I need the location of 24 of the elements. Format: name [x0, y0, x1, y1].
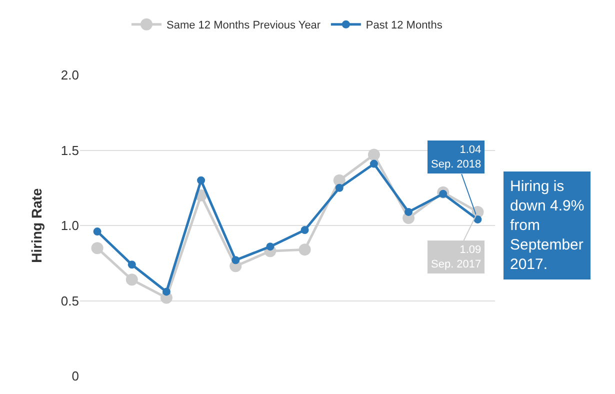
point — [126, 274, 138, 286]
y-tick-label: 1.0 — [60, 218, 79, 234]
point — [197, 176, 206, 184]
point — [162, 288, 170, 296]
point — [93, 228, 102, 236]
point — [91, 242, 104, 254]
y-tick-label: 0.5 — [60, 293, 79, 308]
y-tick-label: 0 — [72, 368, 79, 384]
legend-label: Same 12 Months Previous Year — [166, 20, 321, 32]
point — [300, 226, 309, 234]
annotation: 1.04 Sep. 2018 — [431, 144, 482, 170]
point — [298, 244, 311, 256]
legend-label: Past 12 Months — [366, 20, 443, 32]
point — [128, 260, 136, 269]
text: Hiring is down 4.9% from September 2017. — [510, 178, 584, 273]
y-axis-title: Hiring Rate — [28, 188, 45, 263]
point — [404, 208, 413, 216]
y-tick-label: 1.5 — [60, 142, 79, 158]
point — [335, 184, 344, 192]
point — [266, 242, 274, 251]
point — [368, 148, 380, 161]
point — [370, 160, 378, 168]
y-tick-label: 2.0 — [60, 68, 79, 83]
point — [232, 256, 240, 264]
